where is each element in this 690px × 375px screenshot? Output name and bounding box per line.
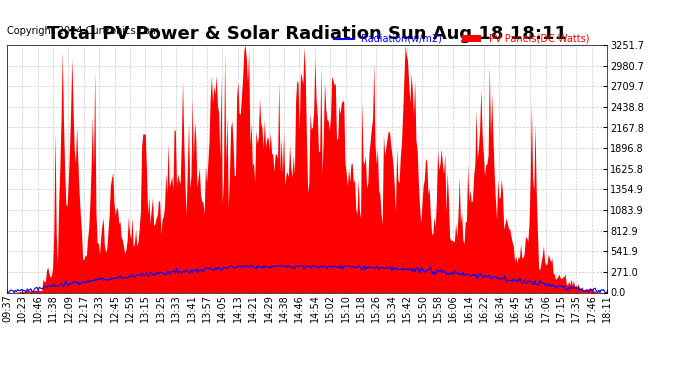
Legend: Radiation(w/m2), PV Panels(DC Watts): Radiation(w/m2), PV Panels(DC Watts) xyxy=(331,30,593,48)
Title: Total PV Power & Solar Radiation Sun Aug 18 18:11: Total PV Power & Solar Radiation Sun Aug… xyxy=(47,26,567,44)
Text: Copyright 2024 Curtronics.com: Copyright 2024 Curtronics.com xyxy=(7,26,159,36)
